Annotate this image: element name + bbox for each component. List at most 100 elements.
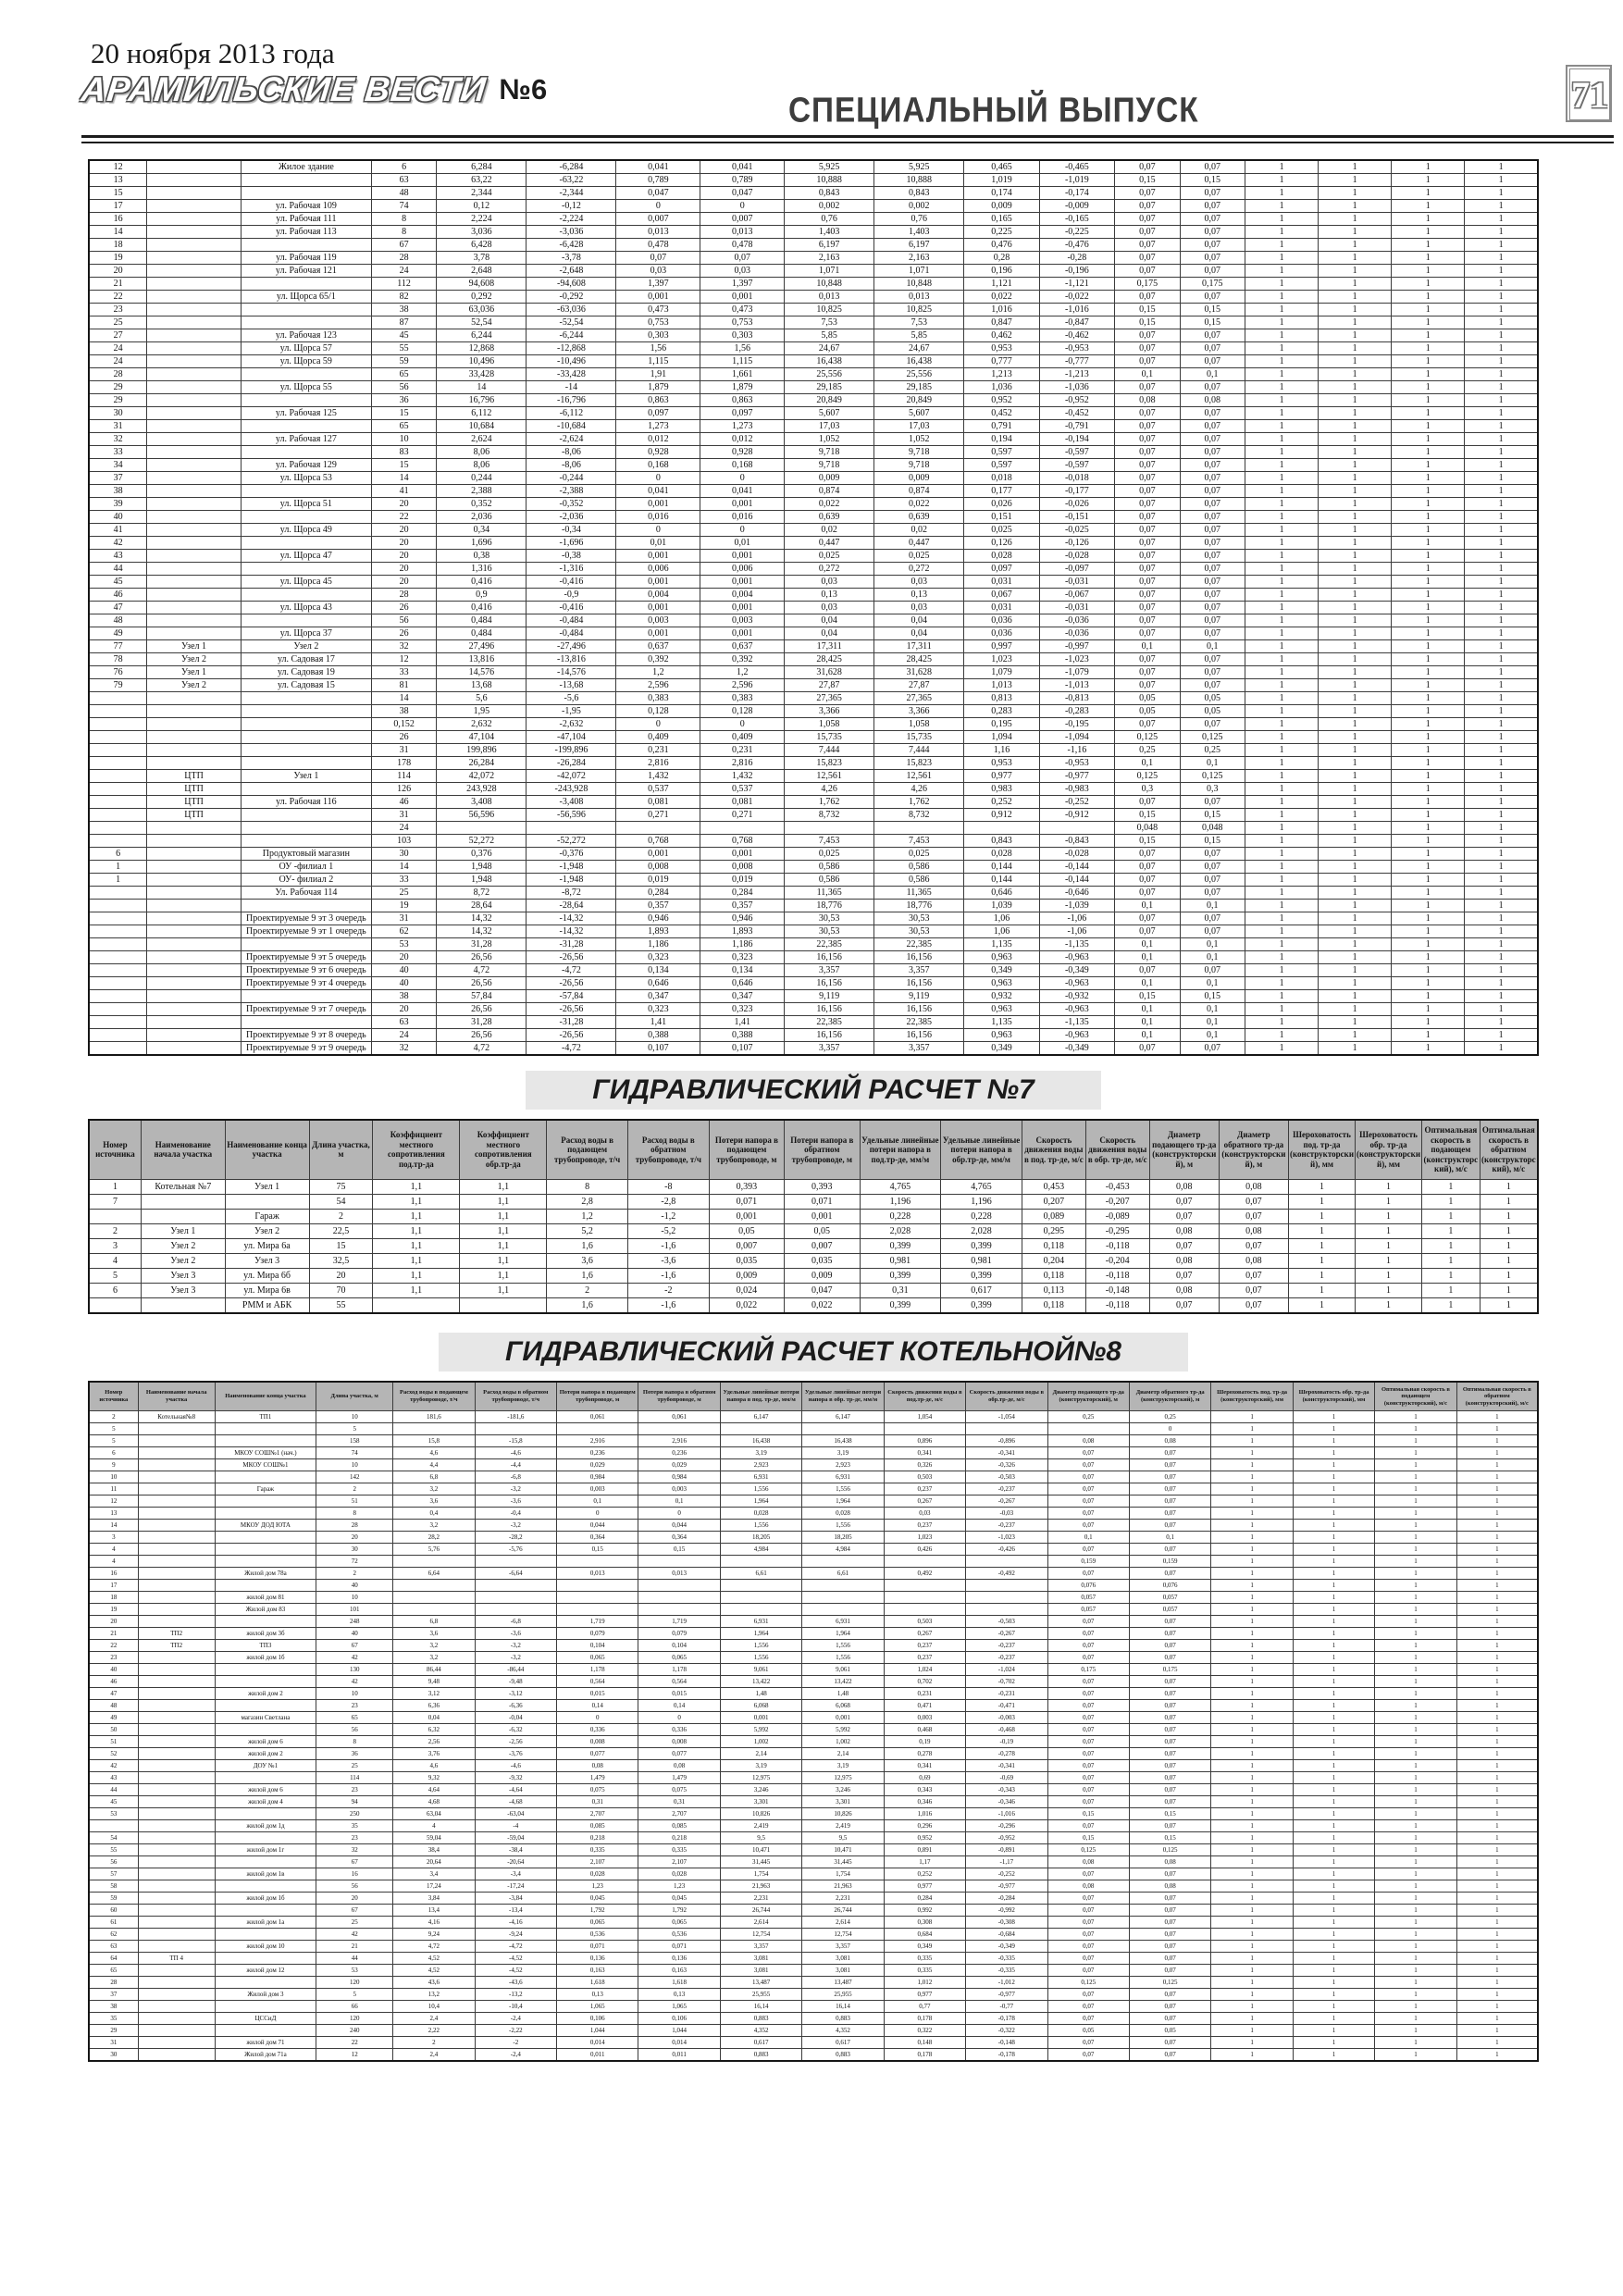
cell: 1 [88, 1178, 142, 1195]
cell: 1 [1374, 1699, 1457, 1712]
cell: 0,113 [1021, 1282, 1086, 1298]
cell: 1 [1210, 1819, 1294, 1832]
cell [146, 497, 242, 511]
cell: 1 [1456, 1627, 1539, 1640]
cell: 0,07 [1179, 471, 1246, 485]
cell: 27,87 [873, 678, 965, 692]
cell: 0,537 [615, 782, 701, 796]
cell: 1 [1292, 1519, 1376, 1532]
cell: 1,91 [615, 367, 701, 381]
cell: 31,628 [784, 665, 875, 679]
column-header: Удельные линейные потери напора в под. т… [719, 1381, 803, 1411]
cell: 0,136 [556, 1952, 639, 1965]
cell: 1 [1245, 639, 1319, 653]
cell: 3,357 [801, 1940, 885, 1953]
cell: -8,06 [526, 458, 617, 472]
cell: 1 [1318, 173, 1393, 187]
cell: 1,792 [556, 1904, 639, 1917]
cell: 1 [1245, 510, 1319, 524]
cell: 1 [1456, 1964, 1539, 1977]
cell: 3,2 [392, 1519, 476, 1532]
cell: -0,462 [1038, 329, 1116, 342]
cell: 1 [1292, 1747, 1376, 1760]
cell: -2,036 [526, 510, 617, 524]
cell: -0,9 [526, 588, 617, 602]
cell: 57,84 [436, 989, 527, 1003]
cell: 1 [1245, 251, 1319, 265]
cell: 0,15 [1179, 303, 1246, 316]
cell: 6,36 [392, 1699, 476, 1712]
cell: 1 [1245, 976, 1319, 990]
cell: 0,07 [1179, 432, 1246, 446]
cell: 21,963 [801, 1880, 885, 1893]
cell: 0,946 [615, 912, 701, 925]
cell: 0,13 [873, 588, 965, 602]
cell: 0,952 [883, 1831, 967, 1844]
cell: 0,028 [638, 1868, 721, 1880]
cell: 0,01 [700, 536, 786, 550]
cell: 0,473 [700, 303, 786, 316]
cell: 0,07 [1114, 614, 1181, 627]
cell: 0,646 [615, 976, 701, 990]
cell: 2,419 [801, 1819, 885, 1832]
table-row: 76 Узел 1 ул. Садовая 19 33 14,576 -14,576 1,2… [88, 665, 1539, 679]
cell: Узел 2 [240, 639, 372, 653]
cell [137, 1471, 216, 1483]
cell: 1 [1421, 1252, 1481, 1269]
cell: 1,1 [459, 1252, 548, 1269]
cell: 0,009 [784, 1267, 861, 1284]
cell: 11 [88, 1483, 139, 1496]
cell: 10,496 [436, 354, 527, 368]
cell: 0,07 [1179, 847, 1246, 861]
cell: 31,28 [436, 937, 527, 951]
cell: 1 [1456, 1928, 1539, 1941]
cell [146, 238, 242, 252]
cell: 63 [370, 173, 438, 187]
cell: Гараж [224, 1208, 310, 1224]
cell: 0,323 [615, 1002, 701, 1016]
table-row: 5 Узел 3 ул. Мира 6б 20 1,1 1,1 1,6 -1,6 0,009 0,… [88, 1267, 1539, 1284]
cell: 1,186 [700, 937, 786, 951]
cell: 1 [1318, 795, 1393, 809]
cell [88, 704, 148, 718]
cell: 1 [1292, 1422, 1376, 1435]
cell: 6,068 [719, 1699, 803, 1712]
cell: -0,009 [1038, 199, 1116, 213]
cell: 199,896 [436, 743, 527, 757]
cell: 1 [1464, 341, 1539, 355]
cell: 10,825 [784, 303, 875, 316]
cell: 1 [1245, 303, 1319, 316]
cell: -63,036 [526, 303, 617, 316]
cell: 0,977 [883, 1880, 967, 1893]
cell [88, 937, 148, 951]
column-header: Потери напора в подающем трубопроводе, м [556, 1381, 639, 1411]
cell: 1,479 [556, 1771, 639, 1784]
cell: 1 [1318, 873, 1393, 887]
cell: 1 [1318, 264, 1393, 278]
cell [140, 1297, 226, 1313]
cell: 4,26 [873, 782, 965, 796]
cell: 1 [1245, 238, 1319, 252]
cell: 1 [1456, 1831, 1539, 1844]
cell: 1,121 [963, 277, 1040, 291]
cell [240, 510, 372, 524]
cell: 1,17 [883, 1855, 967, 1868]
cell: 1 [1464, 627, 1539, 640]
cell: ТП1 [214, 1410, 317, 1423]
cell [240, 704, 372, 718]
cell: 1 [1292, 1807, 1376, 1820]
cell [146, 989, 242, 1003]
cell: 0,08 [1128, 1880, 1212, 1893]
cell: ул. Рабочая 109 [240, 199, 372, 213]
cell: 6 [88, 1446, 139, 1459]
cell: 0,218 [638, 1831, 721, 1844]
cell [801, 1422, 885, 1435]
cell: 4,352 [719, 2024, 803, 2037]
cell: 1 [1464, 484, 1539, 498]
cell: 0,001 [615, 497, 701, 511]
cell: -4,64 [474, 1783, 558, 1796]
cell: ул. Садовая 17 [240, 652, 372, 666]
cell: 31 [370, 743, 438, 757]
table-row: 48 56 0,484 -0,484 0,003 0,003 0,04 0,04 0,036 -0… [88, 614, 1539, 627]
